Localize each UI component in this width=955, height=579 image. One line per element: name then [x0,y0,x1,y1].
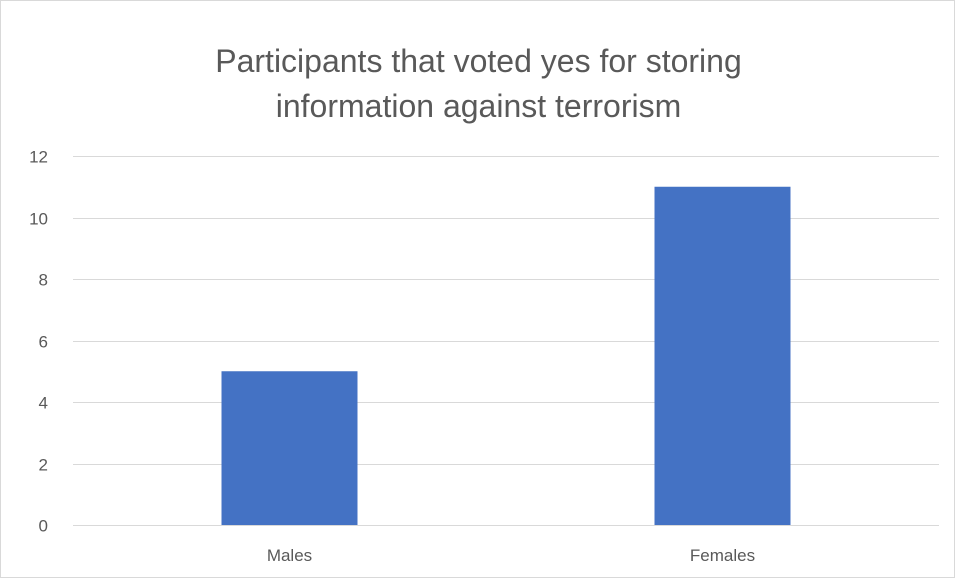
grid-lines [73,156,939,526]
y-tick-label: 4 [39,394,48,413]
chart-title-line-2: information against terrorism [275,88,682,124]
y-tick-label: 10 [29,210,48,229]
chart-title-line-1: Participants that voted yes for storing [215,43,742,79]
bar-females [654,186,791,525]
x-category-label-males: Males [267,546,312,565]
bars [221,186,791,525]
chart-title: Participants that voted yes for storing … [1,39,955,129]
y-tick-label: 8 [39,271,48,290]
bar-males [221,371,358,525]
x-axis-category-labels: Males Females [267,546,755,565]
y-axis-tick-labels: 0 2 4 6 8 10 12 [29,148,48,536]
y-tick-label: 12 [29,148,48,167]
x-category-label-females: Females [690,546,755,565]
y-tick-label: 2 [39,456,48,475]
y-tick-label: 0 [39,517,48,536]
y-tick-label: 6 [39,333,48,352]
